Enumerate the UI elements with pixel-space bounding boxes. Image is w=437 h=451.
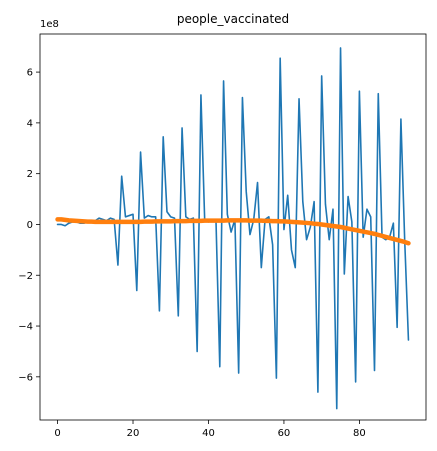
chart-title: people_vaccinated bbox=[177, 12, 289, 26]
y-axis-offset-label: 1e8 bbox=[40, 19, 59, 30]
x-tick-label: 80 bbox=[353, 428, 366, 439]
y-tick-label: 4 bbox=[27, 118, 33, 129]
y-tick-label: 6 bbox=[27, 68, 33, 79]
x-tick-label: 20 bbox=[127, 428, 140, 439]
x-tick-label: 40 bbox=[202, 428, 215, 439]
y-tick-label: −2 bbox=[18, 271, 33, 282]
x-tick-label: 0 bbox=[54, 428, 60, 439]
y-tick-label: −6 bbox=[18, 372, 33, 383]
series-line-1 bbox=[56, 47, 410, 410]
x-axis: 0 20 40 60 80 bbox=[54, 420, 366, 439]
series-layer bbox=[55, 47, 411, 410]
y-axis: −6 −4 −2 0 2 4 6 bbox=[18, 68, 40, 383]
y-tick-label: 2 bbox=[27, 169, 33, 180]
y-tick-label: 0 bbox=[27, 220, 33, 231]
y-tick-label: −4 bbox=[18, 322, 33, 333]
series-line-2 bbox=[55, 217, 411, 246]
plot-frame bbox=[39, 33, 427, 421]
x-tick-label: 60 bbox=[278, 428, 291, 439]
